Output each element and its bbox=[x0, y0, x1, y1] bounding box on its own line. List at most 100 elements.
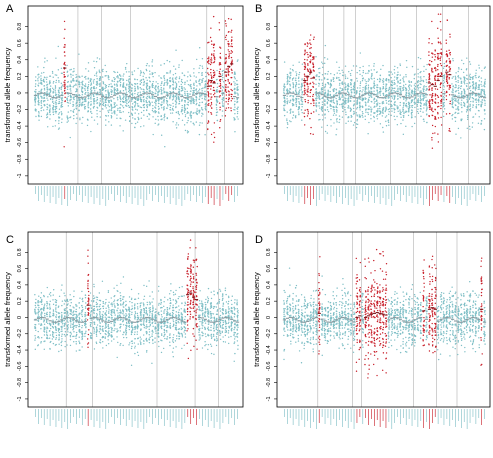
data-point bbox=[310, 59, 311, 60]
data-point bbox=[50, 91, 51, 92]
data-point bbox=[363, 98, 364, 99]
data-point bbox=[161, 104, 162, 105]
data-point bbox=[443, 104, 444, 105]
data-point bbox=[455, 112, 456, 113]
data-point bbox=[196, 121, 197, 122]
data-point bbox=[429, 99, 430, 100]
data-point bbox=[309, 96, 310, 97]
data-point bbox=[388, 101, 389, 102]
data-point bbox=[81, 123, 82, 124]
data-point bbox=[114, 87, 115, 88]
data-point bbox=[444, 82, 445, 83]
data-point bbox=[149, 90, 150, 91]
data-point bbox=[376, 100, 377, 101]
data-point bbox=[49, 94, 50, 95]
data-point bbox=[388, 92, 389, 93]
data-point bbox=[455, 104, 456, 105]
data-point bbox=[236, 108, 237, 109]
data-point bbox=[35, 110, 36, 111]
data-point bbox=[154, 88, 155, 89]
data-point bbox=[76, 81, 77, 82]
data-point bbox=[429, 108, 430, 109]
data-point bbox=[53, 103, 54, 104]
data-point bbox=[460, 78, 461, 79]
data-point bbox=[438, 42, 439, 43]
data-point bbox=[135, 83, 136, 84]
data-point bbox=[231, 50, 232, 51]
data-point bbox=[230, 45, 231, 46]
data-point bbox=[167, 79, 168, 80]
data-point bbox=[107, 104, 108, 105]
data-point bbox=[480, 106, 481, 107]
data-point bbox=[434, 76, 435, 77]
data-point bbox=[428, 55, 429, 56]
data-point bbox=[214, 74, 215, 75]
data-point bbox=[322, 107, 323, 108]
data-point bbox=[414, 104, 415, 105]
data-point bbox=[417, 106, 418, 107]
data-point bbox=[304, 93, 305, 94]
data-point bbox=[69, 84, 70, 85]
data-point bbox=[72, 75, 73, 76]
data-point bbox=[143, 114, 144, 115]
data-point bbox=[166, 102, 167, 103]
data-point bbox=[417, 95, 418, 96]
data-point bbox=[380, 88, 381, 89]
data-point bbox=[441, 99, 442, 100]
data-point bbox=[452, 88, 453, 89]
data-point bbox=[386, 125, 387, 126]
data-point bbox=[67, 71, 68, 72]
data-point bbox=[293, 111, 294, 112]
data-point bbox=[342, 106, 343, 107]
data-point bbox=[345, 76, 346, 77]
data-point bbox=[64, 80, 65, 81]
data-point bbox=[152, 92, 153, 93]
data-point bbox=[295, 90, 296, 91]
data-point bbox=[43, 67, 44, 68]
data-point bbox=[452, 106, 453, 107]
data-point bbox=[61, 102, 62, 103]
data-point bbox=[446, 61, 447, 62]
data-point bbox=[345, 74, 346, 75]
data-point bbox=[467, 108, 468, 109]
data-point bbox=[237, 118, 238, 119]
data-point bbox=[408, 96, 409, 97]
data-point bbox=[382, 88, 383, 89]
data-point bbox=[316, 91, 317, 92]
data-point bbox=[357, 80, 358, 81]
data-point bbox=[163, 75, 164, 76]
data-point bbox=[146, 110, 147, 111]
data-point bbox=[345, 114, 346, 115]
data-point bbox=[377, 118, 378, 119]
data-point bbox=[44, 77, 45, 78]
data-point bbox=[327, 101, 328, 102]
data-point bbox=[316, 88, 317, 89]
data-point bbox=[150, 81, 151, 82]
data-point bbox=[333, 111, 334, 112]
data-point bbox=[357, 107, 358, 108]
data-point bbox=[222, 103, 223, 104]
data-point bbox=[316, 99, 317, 100]
data-point bbox=[143, 99, 144, 100]
data-point bbox=[84, 88, 85, 89]
panel-b: B-1-0.8-0.6-0.4-0.200.20.40.60.8transfor… bbox=[252, 3, 490, 206]
data-point bbox=[345, 78, 346, 79]
data-point bbox=[472, 82, 473, 83]
data-point bbox=[79, 103, 80, 104]
data-point bbox=[475, 83, 476, 84]
data-point bbox=[190, 111, 191, 112]
data-point bbox=[222, 101, 223, 102]
data-point bbox=[309, 83, 310, 84]
data-point bbox=[107, 89, 108, 90]
data-point bbox=[382, 80, 383, 81]
data-point bbox=[361, 106, 362, 107]
data-point bbox=[423, 91, 424, 92]
data-point bbox=[432, 133, 433, 134]
data-point bbox=[302, 104, 303, 105]
data-point bbox=[356, 108, 357, 109]
data-point bbox=[140, 80, 141, 81]
data-point bbox=[394, 116, 395, 117]
data-point bbox=[335, 114, 336, 115]
data-point bbox=[452, 60, 453, 61]
data-point bbox=[90, 111, 91, 112]
